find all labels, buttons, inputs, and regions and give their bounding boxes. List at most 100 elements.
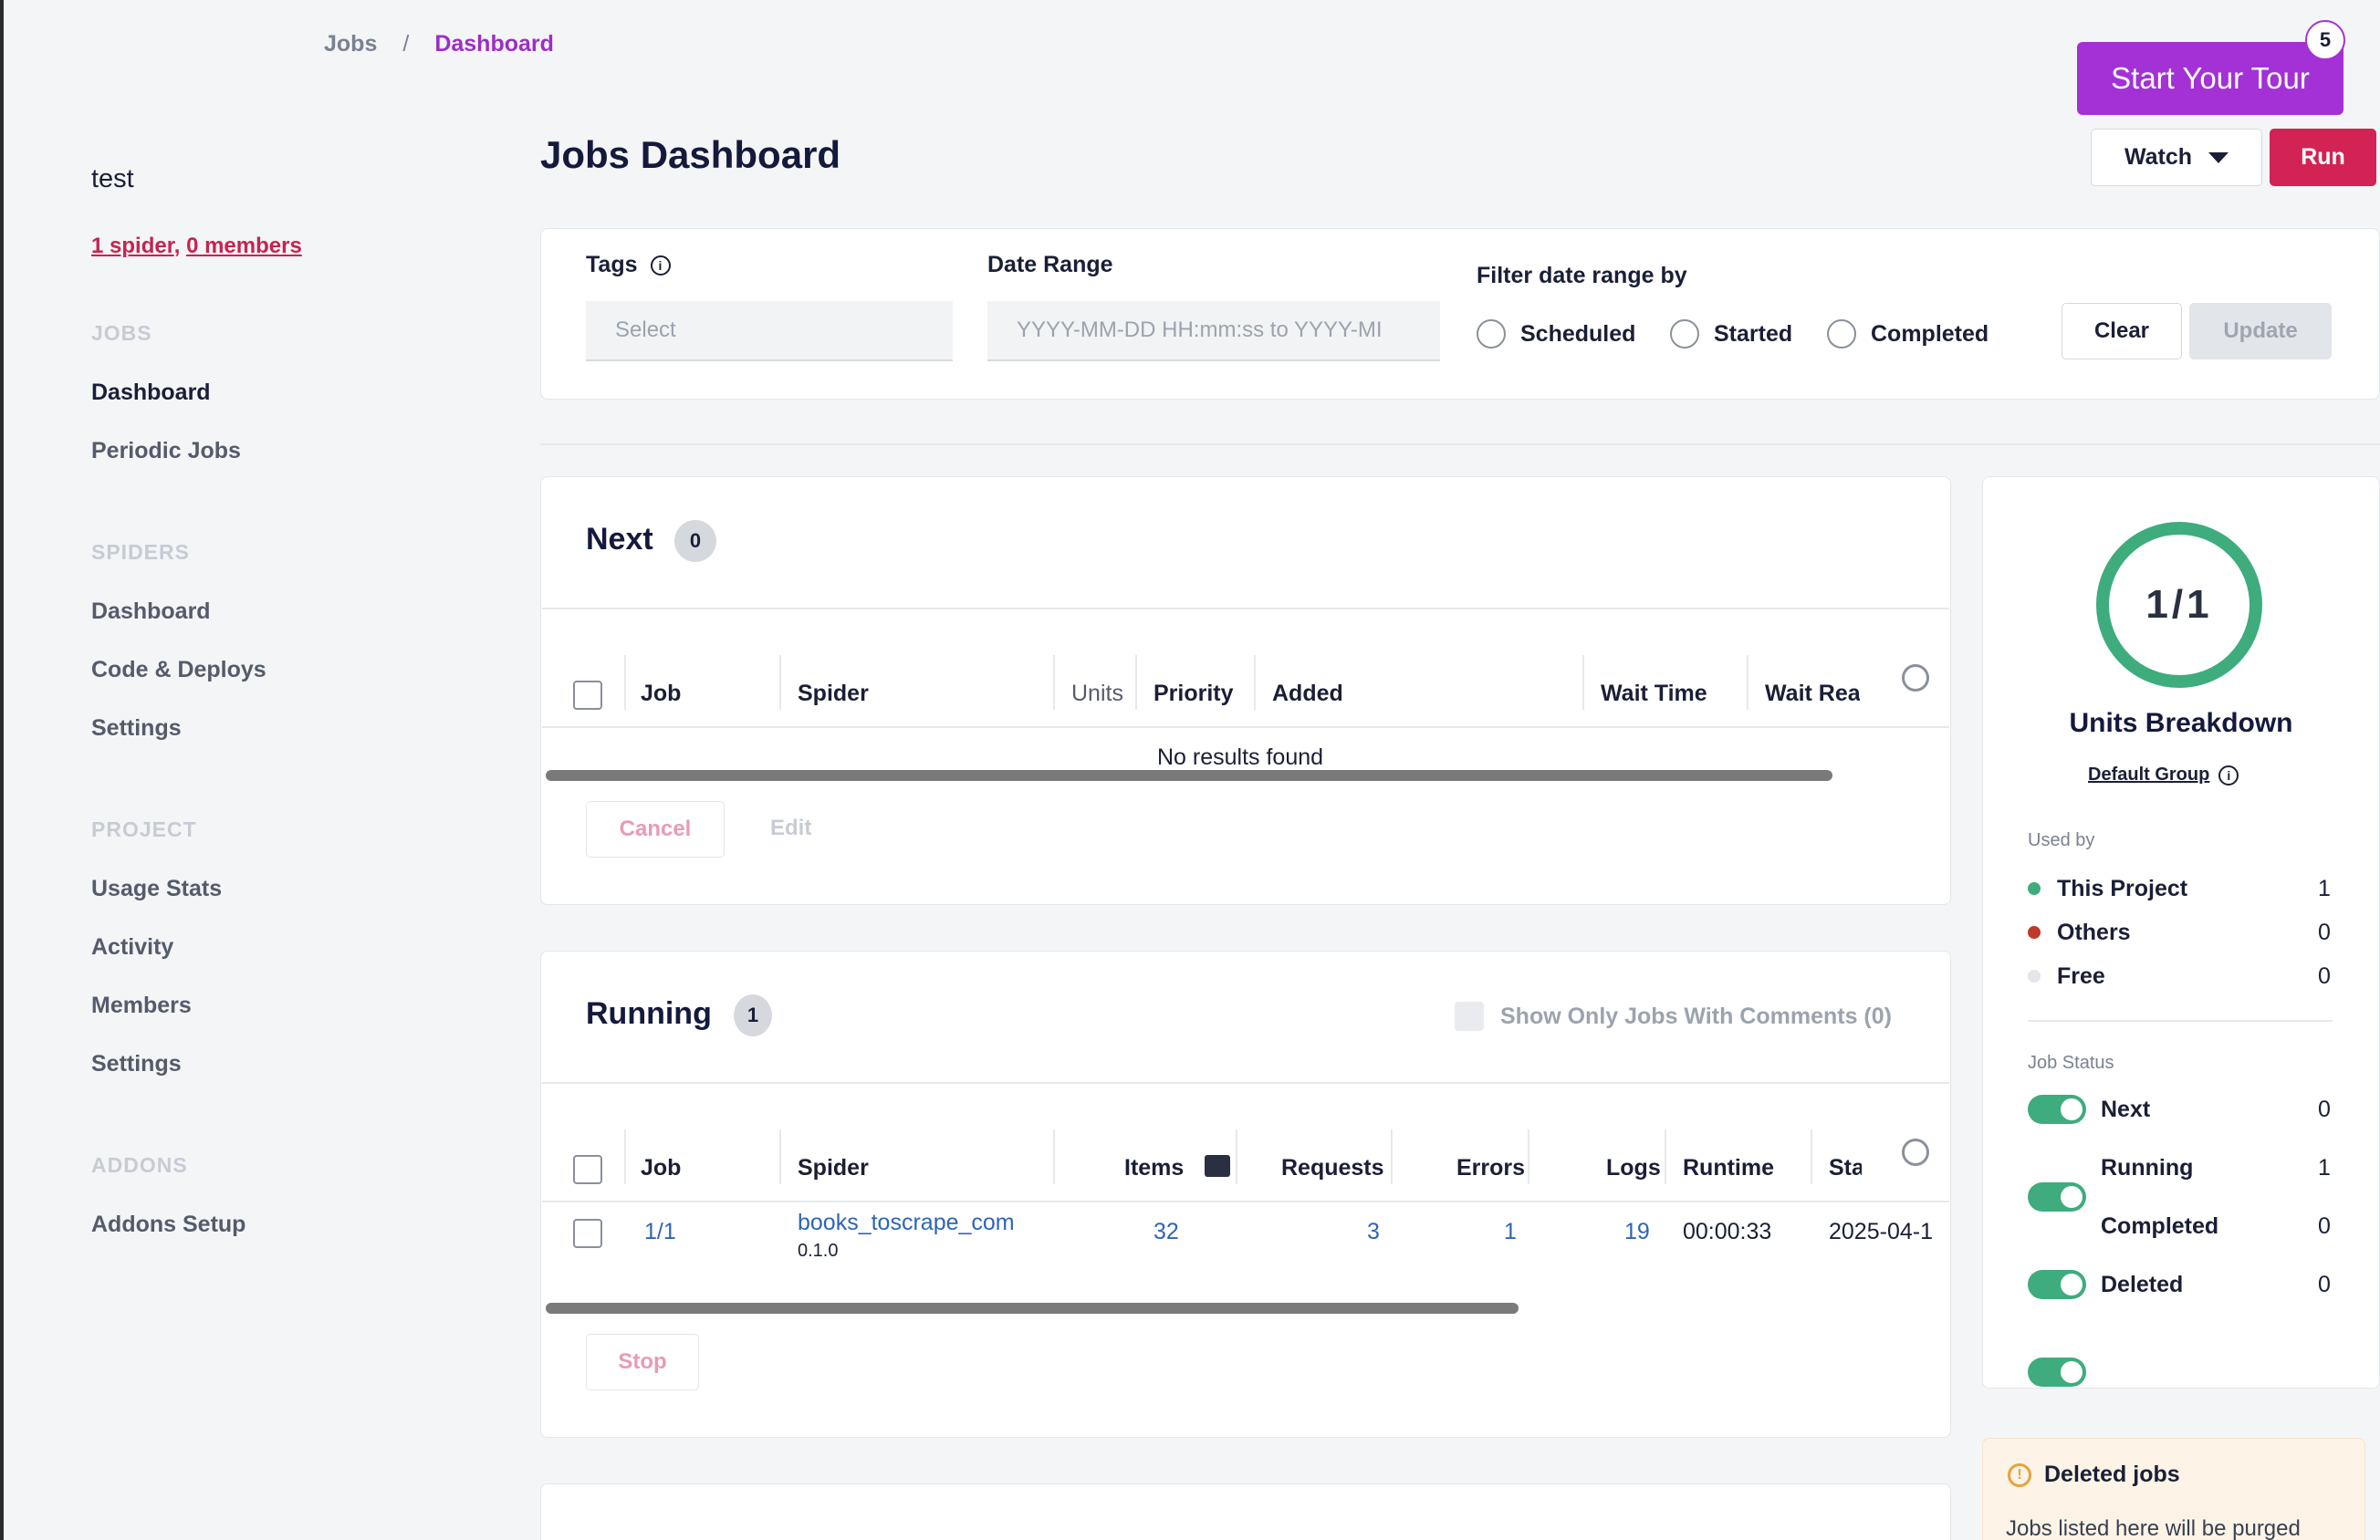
running-col-spider[interactable]: Spider [798, 1155, 869, 1181]
running-horizontal-scrollbar[interactable] [546, 1303, 1519, 1314]
sidebar-heading-addons: ADDONS [91, 1153, 188, 1177]
units-title: Units Breakdown [2069, 708, 2293, 738]
sidebar-item-project-settings[interactable]: Settings [91, 1051, 182, 1077]
requests-link[interactable]: 3 [1367, 1219, 1380, 1244]
next-status-toggle[interactable] [2028, 1095, 2086, 1124]
free-label: Free [2057, 963, 2105, 989]
info-icon[interactable]: i [2218, 765, 2239, 786]
column-separator [1665, 1129, 1666, 1184]
update-button[interactable]: Update [2189, 303, 2332, 359]
clear-button[interactable]: Clear [2062, 303, 2182, 359]
tags-label: Tags [586, 252, 638, 277]
next-horizontal-scrollbar[interactable] [546, 770, 1832, 781]
radio-scheduled-circle[interactable] [1477, 319, 1506, 349]
next-col-wait-time[interactable]: Wait Time [1601, 681, 1707, 706]
next-col-priority[interactable]: Priority [1153, 681, 1234, 706]
running-status-label: Running [2101, 1155, 2194, 1181]
running-col-errors[interactable]: Errors [1456, 1155, 1526, 1181]
next-col-spider[interactable]: Spider [798, 681, 869, 706]
next-empty-text: No results found [1157, 744, 1324, 770]
radio-started[interactable]: Started [1670, 319, 1792, 349]
running-title: Running [586, 996, 712, 1031]
running-col-logs[interactable]: Logs [1606, 1155, 1661, 1181]
globe-icon[interactable] [1902, 1139, 1929, 1166]
others-value: 0 [2318, 920, 2331, 945]
watch-label: Watch [2124, 144, 2193, 170]
info-icon[interactable]: i [650, 255, 671, 276]
column-separator [1254, 655, 1256, 710]
next-status-label: Next [2101, 1097, 2151, 1122]
sidebar-item-addons-setup[interactable]: Addons Setup [91, 1212, 246, 1237]
deleted-status-toggle[interactable] [2028, 1358, 2086, 1387]
radio-completed-circle[interactable] [1827, 319, 1856, 349]
section-divider [540, 443, 2380, 445]
comment-icon[interactable] [1205, 1155, 1230, 1177]
next-col-units[interactable]: Units [1071, 681, 1123, 706]
completed-status-label: Completed [2101, 1213, 2219, 1239]
default-group-link[interactable]: Default Group [2088, 765, 2210, 785]
sidebar-item-members[interactable]: Members [91, 993, 192, 1018]
column-separator [1747, 655, 1748, 710]
started-value: 2025-04-1 [1829, 1219, 1933, 1244]
next-col-job[interactable]: Job [641, 681, 682, 706]
next-col-wait-reason[interactable]: Wait Rea [1765, 681, 1860, 706]
radio-started-circle[interactable] [1670, 319, 1699, 349]
breadcrumb-jobs[interactable]: Jobs [324, 31, 378, 57]
radio-scheduled[interactable]: Scheduled [1477, 319, 1635, 349]
sidebar-item-jobs-dashboard[interactable]: Dashboard [91, 380, 211, 405]
running-header-divider [542, 1082, 1949, 1084]
next-col-added[interactable]: Added [1272, 681, 1343, 706]
column-separator [779, 1129, 781, 1184]
comments-filter-label: Show Only Jobs With Comments (0) [1500, 1003, 1892, 1029]
members-link[interactable]: 0 members [186, 234, 302, 258]
running-col-job[interactable]: Job [641, 1155, 682, 1181]
comments-filter[interactable]: Show Only Jobs With Comments (0) [1455, 1002, 1892, 1031]
column-separator [779, 655, 781, 710]
completed-status-toggle[interactable] [2028, 1270, 2086, 1299]
stop-button[interactable]: Stop [586, 1334, 699, 1390]
run-button[interactable]: Run [2270, 129, 2376, 186]
running-select-all-checkbox[interactable] [573, 1155, 602, 1184]
sidebar-item-activity[interactable]: Activity [91, 934, 174, 960]
errors-link[interactable]: 1 [1504, 1219, 1517, 1244]
deleted-status-value: 0 [2318, 1272, 2331, 1297]
breadcrumb-dashboard[interactable]: Dashboard [434, 31, 554, 57]
column-separator [1135, 655, 1137, 710]
window-edge [0, 0, 4, 1540]
sidebar-item-code-deploys[interactable]: Code & Deploys [91, 657, 266, 682]
sidebar-item-periodic-jobs[interactable]: Periodic Jobs [91, 438, 241, 463]
globe-icon[interactable] [1902, 664, 1929, 692]
spiders-link[interactable]: 1 spider [91, 234, 174, 258]
start-tour-button[interactable]: Start Your Tour [2077, 42, 2343, 115]
sidebar-item-usage-stats[interactable]: Usage Stats [91, 876, 223, 901]
watch-button[interactable]: Watch [2091, 129, 2262, 186]
next-select-all-checkbox[interactable] [573, 681, 602, 710]
sidebar-item-spiders-settings[interactable]: Settings [91, 715, 182, 741]
deleted-notice-title-row: ! Deleted jobs [2008, 1462, 2180, 1488]
used-by-heading: Used by [2028, 830, 2095, 850]
next-header-divider [542, 608, 1949, 609]
sidebar-item-spiders-dashboard[interactable]: Dashboard [91, 598, 211, 624]
warning-icon: ! [2008, 1462, 2031, 1487]
breadcrumb: Jobs / Dashboard [324, 31, 554, 57]
logs-link[interactable]: 19 [1624, 1219, 1650, 1244]
breadcrumb-separator: / [402, 31, 410, 57]
items-link[interactable]: 32 [1153, 1219, 1179, 1244]
job-link[interactable]: 1/1 [644, 1219, 676, 1244]
edit-button[interactable]: Edit [770, 816, 812, 840]
row-checkbox[interactable] [573, 1219, 602, 1248]
running-status-toggle[interactable] [2028, 1182, 2086, 1212]
running-col-requests[interactable]: Requests [1281, 1155, 1384, 1181]
running-col-runtime[interactable]: Runtime [1683, 1155, 1774, 1181]
comments-filter-checkbox[interactable] [1455, 1002, 1484, 1031]
tags-select[interactable]: Select [586, 301, 953, 361]
date-range-input[interactable]: YYYY-MM-DD HH:mm:ss to YYYY-MI [987, 301, 1440, 361]
running-col-items[interactable]: Items [1124, 1155, 1185, 1181]
spider-link[interactable]: books_toscrape_com [798, 1210, 1015, 1235]
free-value: 0 [2318, 963, 2331, 989]
running-jobs-card [540, 951, 1951, 1438]
this-project-dot [2028, 882, 2041, 895]
running-col-started[interactable]: Sta [1829, 1155, 1862, 1181]
radio-completed[interactable]: Completed [1827, 319, 1989, 349]
cancel-button[interactable]: Cancel [586, 801, 725, 858]
